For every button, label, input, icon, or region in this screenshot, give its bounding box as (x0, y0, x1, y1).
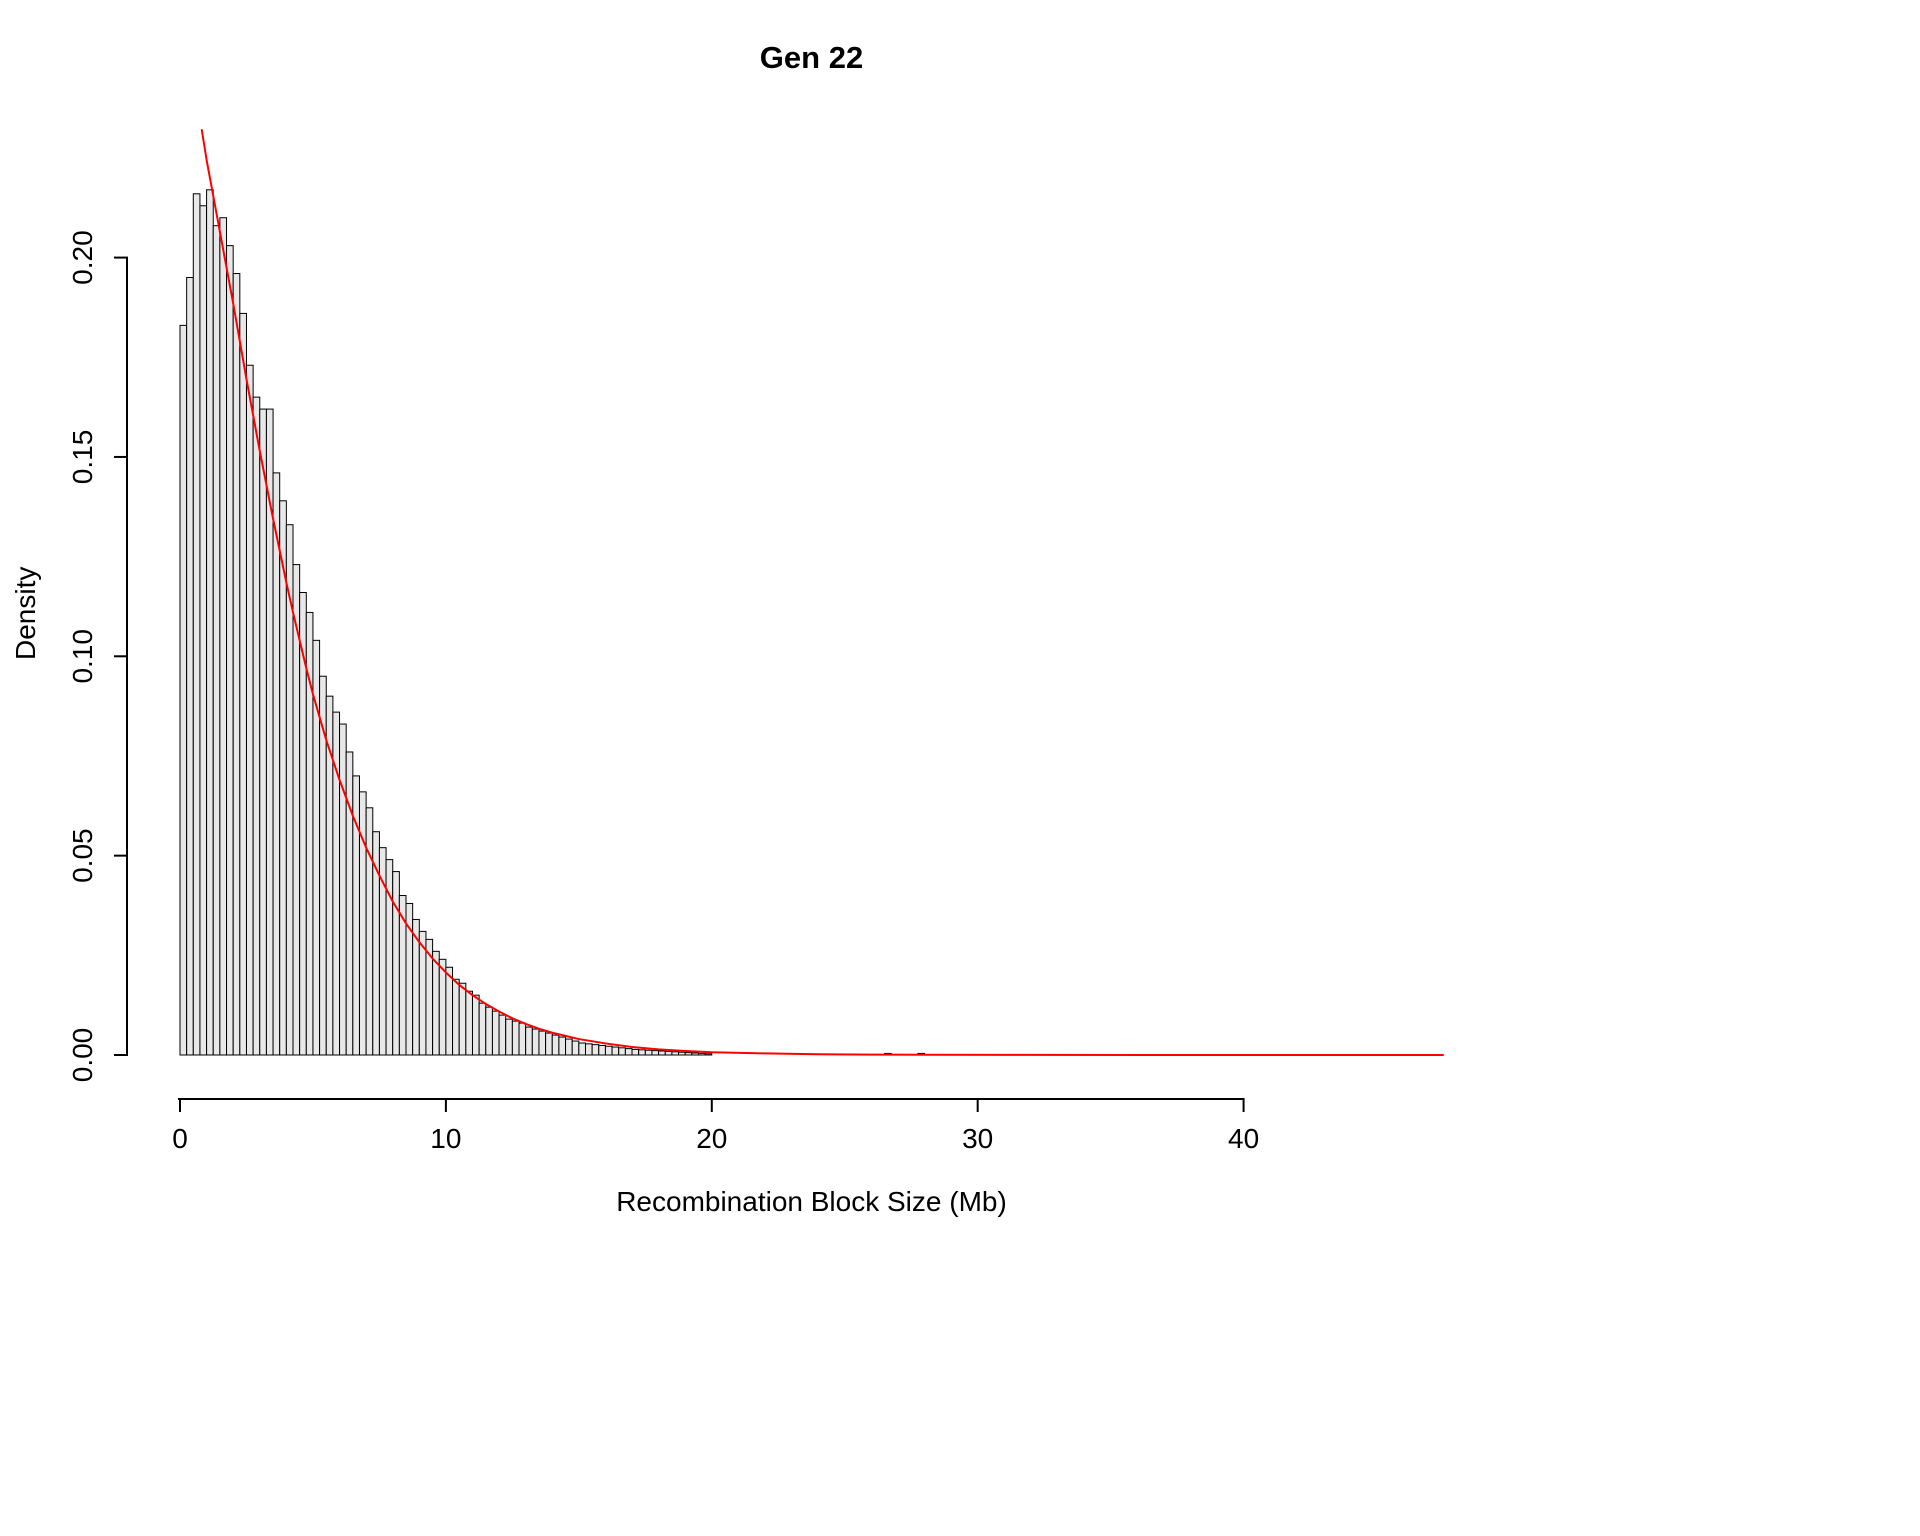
histogram-bar (525, 1026, 533, 1056)
histogram-bar (272, 472, 281, 1056)
histogram-bar (691, 1052, 699, 1056)
x-axis: 0 10 20 30 40 (172, 1098, 1259, 1154)
x-tick-label: 30 (962, 1123, 993, 1154)
histogram-bar (452, 978, 460, 1056)
histogram-bar (584, 1043, 593, 1056)
histogram-bar (358, 791, 367, 1056)
histogram-bar (658, 1050, 666, 1056)
histogram-bar (445, 966, 454, 1056)
histogram-bar (578, 1042, 586, 1056)
histogram-bar (604, 1045, 613, 1056)
histogram-bar (206, 189, 214, 1056)
histogram-bar (392, 871, 400, 1056)
histogram-bar (226, 245, 234, 1056)
histogram-bar (245, 364, 254, 1056)
histogram-bar (179, 324, 188, 1056)
histogram-bar (232, 273, 241, 1056)
x-tick-label: 20 (696, 1123, 727, 1154)
histogram-bar (638, 1049, 646, 1056)
histogram-bar (259, 408, 267, 1056)
histogram-bar (365, 807, 374, 1056)
histogram-bar (697, 1052, 706, 1056)
histogram-bar (458, 982, 467, 1056)
y-axis: 0.00 0.05 0.10 0.15 0.20 (67, 230, 128, 1083)
histogram-bar (219, 217, 228, 1056)
histogram-bar (611, 1046, 620, 1056)
x-tick-label: 40 (1228, 1123, 1259, 1154)
histogram-bar (465, 990, 473, 1056)
histogram-bar (239, 312, 247, 1056)
histogram-bar (345, 751, 354, 1056)
histogram-bar (651, 1050, 660, 1056)
histogram-bar (491, 1010, 500, 1056)
histogram-bar (432, 950, 440, 1056)
y-tick-label: 0.00 (67, 1028, 98, 1083)
histogram-bar (186, 277, 194, 1056)
x-tick-label: 0 (172, 1123, 188, 1154)
histogram-bar (252, 396, 261, 1056)
histogram-bar (545, 1032, 553, 1056)
histogram-bar (339, 723, 347, 1056)
histogram-bar (551, 1034, 560, 1056)
histogram-bar (571, 1040, 580, 1056)
histogram-bar (538, 1030, 547, 1056)
histogram-bar (684, 1052, 693, 1056)
x-tick-label: 10 (430, 1123, 461, 1154)
histogram-bar (498, 1014, 507, 1056)
y-tick-label: 0.05 (67, 828, 98, 883)
histogram-bar (704, 1053, 713, 1056)
y-tick-label: 0.15 (67, 430, 98, 485)
histogram-bar (558, 1036, 567, 1056)
fit-curve (200, 129, 1444, 1056)
histogram-bar (505, 1018, 513, 1056)
histogram-bar (664, 1050, 673, 1056)
histogram-bar (511, 1020, 520, 1056)
histogram-bar (199, 205, 208, 1056)
histogram-bar (618, 1047, 626, 1056)
histogram-bar (192, 193, 201, 1056)
y-tick-label: 0.20 (67, 230, 98, 285)
histogram-bars (179, 189, 926, 1056)
histogram-bar (212, 225, 221, 1056)
histogram-bar (279, 500, 287, 1056)
histogram-bar (518, 1022, 527, 1056)
histogram-bar (438, 958, 447, 1056)
chart-title: Gen 22 (759, 40, 864, 75)
histogram-bar (624, 1048, 633, 1056)
histogram-bar (591, 1044, 600, 1056)
histogram-bar (485, 1006, 493, 1056)
histogram-bar (631, 1048, 640, 1056)
histogram-bar (565, 1038, 573, 1056)
histogram-bar (678, 1051, 686, 1056)
histogram-bar (598, 1044, 606, 1056)
histogram-bar (671, 1051, 680, 1056)
histogram-bar (644, 1049, 653, 1056)
histogram-bar (478, 1002, 487, 1056)
y-tick-label: 0.10 (67, 629, 98, 684)
histogram-bar (471, 994, 480, 1056)
x-axis-label: Recombination Block Size (Mb) (616, 1186, 1007, 1217)
histogram-bar (531, 1028, 540, 1056)
